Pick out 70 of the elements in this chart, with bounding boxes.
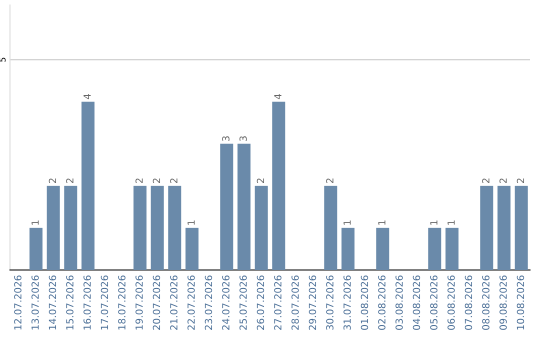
bar [168, 186, 182, 270]
data-label: 1 [188, 220, 195, 225]
x-tick-label: 19.07.2026 [135, 275, 143, 330]
x-tick-label: 30.07.2026 [326, 275, 334, 330]
data-label: 2 [256, 178, 264, 184]
data-label: 2 [66, 178, 74, 184]
bar [186, 228, 198, 270]
bar [376, 228, 390, 270]
bar [342, 228, 354, 270]
bar [254, 186, 268, 270]
x-tick-label: 22.07.2026 [187, 275, 195, 330]
data-label: 1 [430, 220, 438, 225]
data-label: 3 [239, 136, 247, 141]
bar [514, 186, 528, 270]
x-tick-label: 17.07.2026 [100, 275, 108, 330]
x-tick-label: 09.08.2026 [499, 275, 507, 330]
x-tick-label: 06.08.2026 [447, 275, 455, 330]
data-label: 2 [152, 178, 160, 184]
data-label: 2 [48, 178, 56, 184]
bar [498, 186, 510, 270]
data-label: 1 [378, 220, 386, 225]
data-label: 4 [84, 94, 91, 100]
x-tick-label: 02.08.2026 [378, 275, 386, 330]
data-label: 2 [326, 178, 334, 184]
bar [134, 186, 146, 270]
x-tick-label: 03.08.2026 [395, 275, 403, 330]
bar [238, 144, 250, 270]
x-tick-label: 08.08.2026 [482, 275, 490, 330]
data-label: 1 [448, 220, 455, 225]
x-tick-label: 13.07.2026 [31, 275, 39, 330]
x-tick-label: 01.08.2026 [360, 275, 368, 330]
data-label: 4 [274, 94, 282, 100]
data-label: 2 [482, 178, 490, 184]
x-tick-label: 05.08.2026 [430, 275, 438, 330]
x-tick-label: 28.07.2026 [291, 275, 299, 330]
data-label: 2 [170, 178, 178, 184]
data-label: 2 [135, 178, 143, 184]
bar [150, 186, 164, 270]
bar [46, 186, 60, 270]
x-tick-label: 15.07.2026 [66, 275, 74, 330]
bar [428, 228, 442, 270]
bar [64, 186, 78, 270]
x-tick-label: 21.07.2026 [170, 275, 178, 330]
data-label: 1 [32, 220, 39, 225]
bar [272, 102, 286, 270]
x-tick-label: 07.08.2026 [464, 275, 472, 330]
data-label: 3 [222, 136, 230, 141]
bar [324, 186, 338, 270]
x-tick-label: 18.07.2026 [118, 275, 126, 330]
x-tick-label: 26.07.2026 [256, 275, 264, 330]
x-tick-label: 04.08.2026 [412, 275, 420, 330]
x-tick-label: 16.07.2026 [83, 275, 91, 330]
x-tick-label: 29.07.2026 [308, 275, 316, 330]
x-tick-label: 10.08.2026 [516, 275, 524, 330]
bar [82, 102, 94, 270]
bar [480, 186, 494, 270]
x-tick-label: 24.07.2026 [222, 275, 230, 330]
bar [446, 228, 458, 270]
bar [220, 144, 234, 270]
x-tick-label: 20.07.2026 [152, 275, 160, 330]
x-tick-label: 25.07.2026 [239, 275, 247, 330]
x-tick-label: 12.07.2026 [14, 275, 22, 330]
x-tick-label: 14.07.2026 [48, 275, 56, 330]
data-label: 2 [516, 178, 524, 184]
data-label: 1 [344, 220, 351, 225]
x-tick-label: 27.07.2026 [274, 275, 282, 330]
bar [30, 228, 42, 270]
x-tick-label: 23.07.2026 [204, 275, 212, 330]
x-tick-label: 31.07.2026 [343, 275, 351, 330]
data-label: 2 [499, 178, 507, 184]
